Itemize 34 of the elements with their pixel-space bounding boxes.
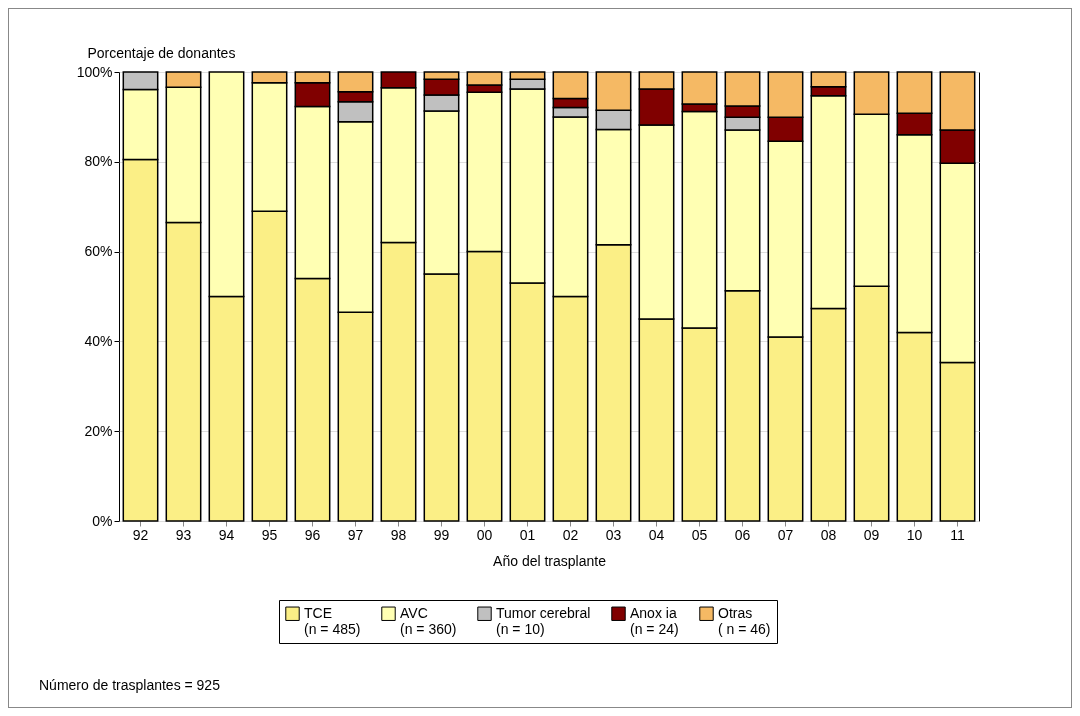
legend-label: TCE (n = 485) xyxy=(304,604,361,637)
x-axis-title: Año del trasplante xyxy=(493,552,607,569)
legend-label: Anox ia (n = 24) xyxy=(630,604,679,637)
y-tick-label: 100% xyxy=(76,63,113,80)
x-tick-label: 11 xyxy=(950,526,965,543)
text: Número de trasplantes = 925 xyxy=(39,677,220,693)
x-tick-label: 04 xyxy=(648,526,665,543)
y-tick-label: 20% xyxy=(84,422,113,439)
y-tick-label: 0% xyxy=(92,512,113,529)
x-tick-label: 03 xyxy=(605,526,622,543)
x-tick-label: 10 xyxy=(906,526,923,543)
x-tick-label: 96 xyxy=(304,526,321,543)
x-tick-label: 07 xyxy=(777,526,794,543)
legend-label: Tumor cerebral (n = 10) xyxy=(496,604,591,637)
x-tick-label: 08 xyxy=(820,526,837,543)
x-tick-label: 92 xyxy=(132,526,149,543)
x-tick-label: 09 xyxy=(863,526,880,543)
x-tick-label: 06 xyxy=(734,526,751,543)
x-tick-label: 00 xyxy=(476,526,493,543)
x-tick-label: 94 xyxy=(218,526,235,543)
x-tick-label: 97 xyxy=(347,526,364,543)
legend-label: AVC (n = 360) xyxy=(400,604,457,637)
x-tick-label: 99 xyxy=(433,526,450,543)
x-tick-label: 01 xyxy=(519,526,536,543)
x-tick-label: 98 xyxy=(390,526,407,543)
y-tick-label: 80% xyxy=(84,153,113,170)
x-tick-label: 05 xyxy=(691,526,708,543)
x-tick-label: 02 xyxy=(562,526,579,543)
legend-label: Otras ( n = 46) xyxy=(718,604,771,637)
x-tick-label: 95 xyxy=(261,526,278,543)
y-axis-title: Porcentaje de donantes xyxy=(87,44,236,61)
y-tick-label: 60% xyxy=(84,243,113,260)
x-tick-label: 93 xyxy=(175,526,192,543)
y-tick-label: 40% xyxy=(84,332,113,349)
